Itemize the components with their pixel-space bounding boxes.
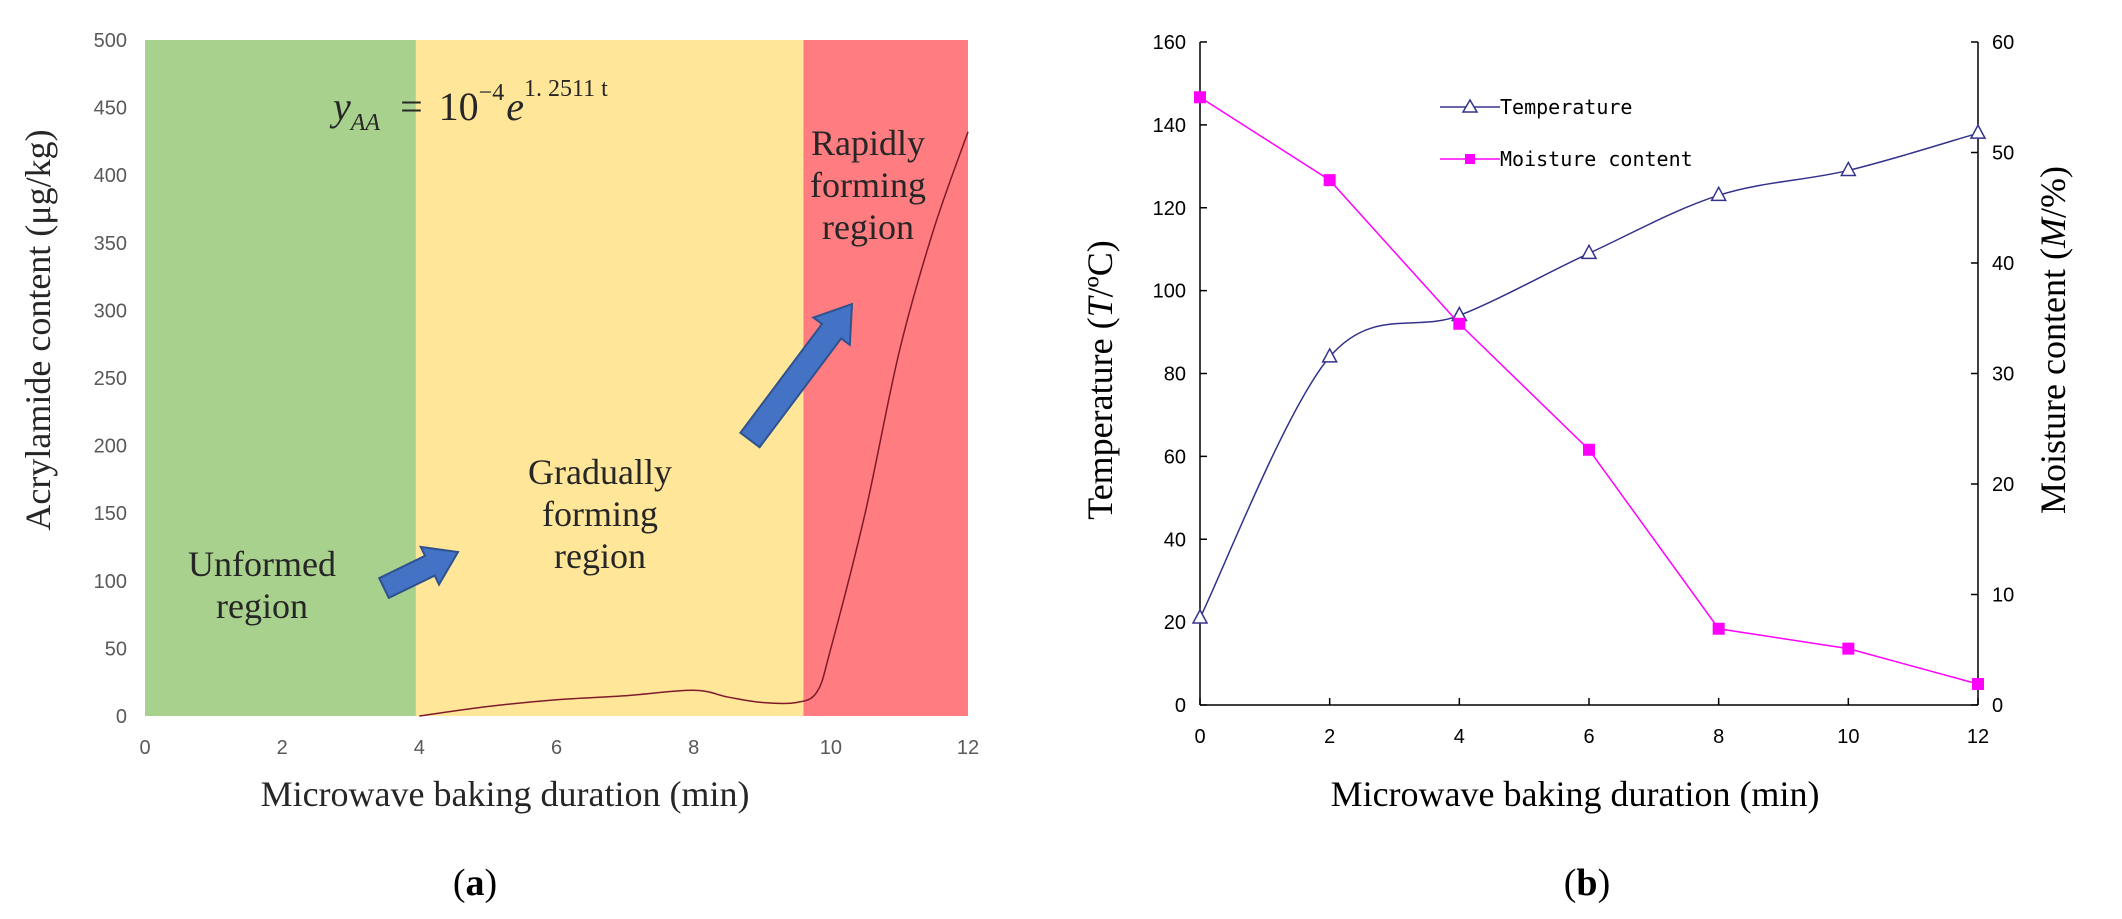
moisture-point <box>1323 174 1336 187</box>
y-right-tick-label: 10 <box>1992 585 2014 607</box>
y-tick-label: 300 <box>94 300 127 322</box>
x-tick-label: 0 <box>1194 726 1205 748</box>
moisture-point <box>1583 443 1595 456</box>
b-ylabel-left: Temperature (T/ºC) <box>1080 240 1120 520</box>
x-tick-label: 4 <box>414 737 425 759</box>
y-tick-label: 100 <box>94 571 127 593</box>
legend-square-icon <box>1465 154 1475 164</box>
y-tick-label: 150 <box>94 503 127 525</box>
region-band <box>803 40 968 716</box>
y-tick-label: 250 <box>94 368 127 390</box>
a-xlabel: Microwave baking duration (min) <box>261 774 750 814</box>
y-right-tick-label: 40 <box>1992 253 2014 275</box>
y-left-tick-label: 120 <box>1153 198 1186 220</box>
region-label: Gradually forming region <box>528 452 672 576</box>
y-right-tick-label: 60 <box>1992 32 2014 54</box>
arrow-icon <box>377 545 460 600</box>
legend-moisture: Moisture content <box>1500 147 1693 171</box>
y-right-tick-label: 0 <box>1992 695 2003 717</box>
panel-b: 0 20 40 60 80 100 120 140 160 0 10 20 30 40 50 60 0 2 4 6 8 1… <box>1060 0 2122 914</box>
x-tick-label: 12 <box>1967 726 1989 748</box>
y-tick-label: 400 <box>94 165 127 187</box>
x-tick-label: 0 <box>139 737 150 759</box>
y-tick-label: 0 <box>116 706 127 728</box>
legend-temperature: Temperature <box>1500 95 1632 119</box>
x-tick-label: 2 <box>277 737 288 759</box>
y-right-tick-label: 50 <box>1992 143 2014 165</box>
panel-label-a: (a) <box>453 862 497 904</box>
b-xlabel: Microwave baking duration (min) <box>1331 774 1820 814</box>
panel-a: 0 50 100 150 200 250 300 350 400 450 500 0 2 4 6 8 10 12 … <box>0 0 1000 914</box>
temperature-point <box>1710 185 1727 202</box>
moisture-content-line <box>1199 96 1979 685</box>
x-tick-label: 10 <box>820 737 842 759</box>
y-left-tick-label: 20 <box>1164 612 1186 634</box>
y-right-tick-label: 20 <box>1992 474 2014 496</box>
y-left-tick-label: 160 <box>1153 32 1186 54</box>
x-tick-label: 8 <box>1713 726 1724 748</box>
region-label: Rapidly forming region <box>810 123 926 247</box>
equation: yAA = 10−4e1. 2511 t <box>329 76 608 136</box>
y-left-tick-label: 60 <box>1164 446 1186 468</box>
y-tick-label: 200 <box>94 436 127 458</box>
moisture-point <box>1194 91 1206 104</box>
y-tick-label: 450 <box>94 98 127 120</box>
moisture-point <box>1712 622 1725 635</box>
legend-triangle-icon <box>1461 98 1479 113</box>
x-tick-label: 8 <box>688 737 699 759</box>
y-left-tick-label: 140 <box>1153 115 1186 137</box>
y-tick-label: 50 <box>105 638 127 660</box>
acrylamide-curve <box>419 131 969 717</box>
y-left-tick-label: 0 <box>1175 695 1186 717</box>
x-tick-label: 10 <box>1837 726 1859 748</box>
x-tick-label: 6 <box>1583 726 1594 748</box>
arrow-icon <box>739 302 854 449</box>
panel-label-b: (b) <box>1564 862 1610 904</box>
temperature-point <box>1191 608 1209 624</box>
y-tick-label: 350 <box>94 233 127 255</box>
b-ylabel-right: Moisture content (M/%) <box>2033 166 2073 514</box>
y-left-tick-label: 40 <box>1164 529 1186 551</box>
temperature-point <box>1321 347 1338 363</box>
region-band <box>145 40 416 716</box>
y-left-tick-label: 100 <box>1153 281 1186 303</box>
temperature-moisture-chart: 0 20 40 60 80 100 120 140 160 0 10 20 30 40 50 60 0 2 4 6 8 1… <box>1080 32 2073 904</box>
x-tick-label: 4 <box>1454 726 1465 748</box>
moisture-point <box>1972 678 1984 691</box>
moisture-point <box>1842 642 1855 655</box>
region-band <box>415 40 804 716</box>
region-label: Unformed region <box>188 544 336 626</box>
temperature-point <box>1840 160 1857 177</box>
moisture-point <box>1453 317 1466 330</box>
x-tick-label: 12 <box>957 737 979 759</box>
temperature-line <box>1199 132 1979 619</box>
y-tick-label: 500 <box>94 30 127 52</box>
y-right-tick-label: 30 <box>1992 364 2014 386</box>
temperature-point <box>1580 243 1598 260</box>
y-left-tick-label: 80 <box>1164 364 1186 386</box>
x-tick-label: 6 <box>551 737 562 759</box>
temperature-point <box>1969 123 1987 139</box>
x-tick-label: 2 <box>1324 726 1335 748</box>
a-ylabel: Acrylamide content (μg/kg) <box>18 129 58 530</box>
